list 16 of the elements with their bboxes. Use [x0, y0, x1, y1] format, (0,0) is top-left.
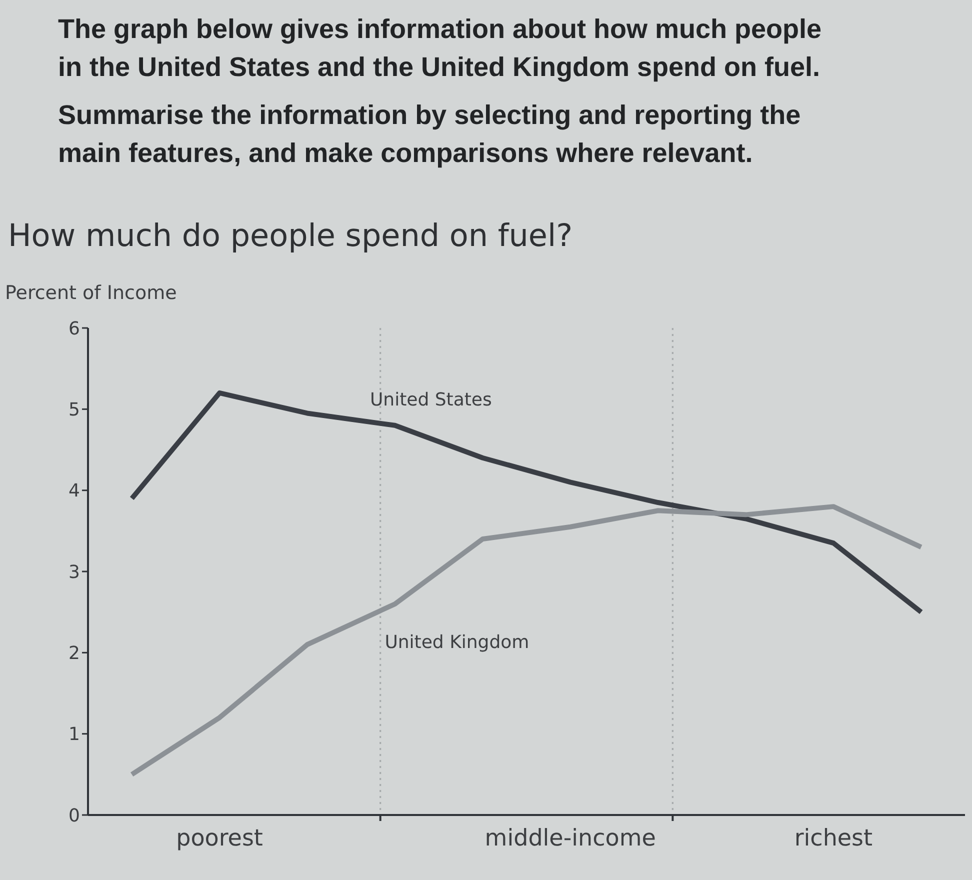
series-label: United States	[370, 389, 492, 410]
text: Summarise the information by selecting and reporting the main features, and make comparisons where relevant.	[58, 99, 802, 170]
text: The graph below gives information about how much people in the United States and the United Kingdom spend on fuel.	[58, 13, 823, 84]
y-tick-label: 5	[68, 400, 80, 421]
y-tick-label: 1	[68, 724, 80, 746]
x-tick-label: middle-income	[484, 825, 656, 852]
series-label: United Kingdom	[384, 632, 530, 653]
x-tick-label: richest	[794, 825, 873, 852]
y-tick-label: 3	[68, 562, 80, 583]
y-axis-title: Percent of Income	[5, 282, 177, 304]
y-tick-label: 6	[68, 318, 80, 340]
y-tick-label: 4	[68, 480, 80, 502]
y-tick-label: 0	[68, 805, 80, 826]
chart-title: How much do people spend on fuel?	[8, 218, 573, 254]
x-tick-label: poorest	[176, 825, 263, 852]
y-tick-label: 2	[68, 643, 80, 664]
